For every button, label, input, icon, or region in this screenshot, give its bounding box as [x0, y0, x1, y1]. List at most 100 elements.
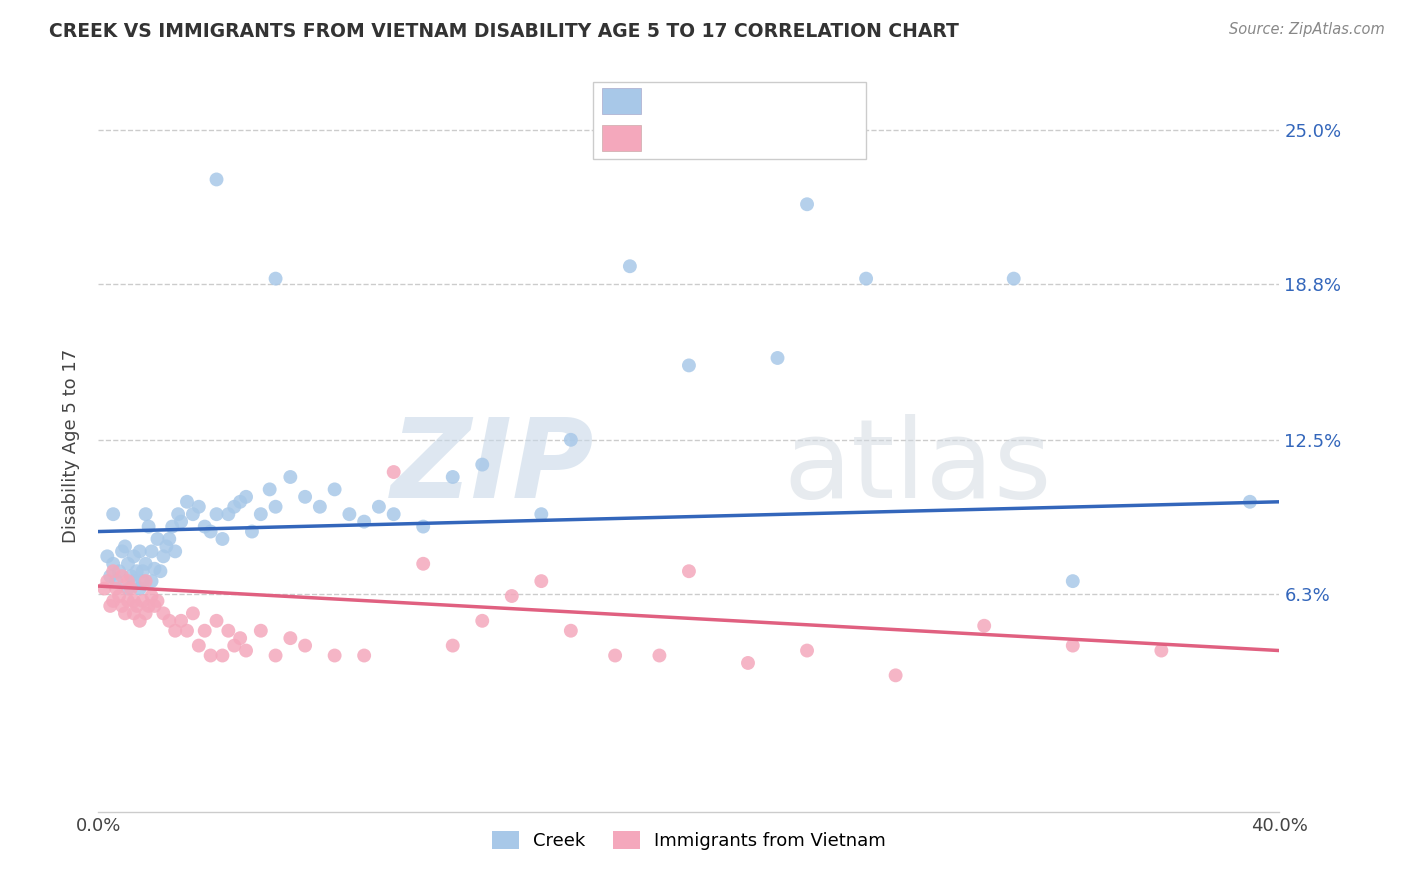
Point	[170, 515, 193, 529]
Point	[162, 519, 183, 533]
Point	[560, 433, 582, 447]
Point	[143, 599, 166, 613]
Point	[176, 624, 198, 638]
Point	[122, 594, 145, 608]
Point	[200, 524, 222, 539]
Point	[323, 648, 346, 663]
Point	[530, 574, 553, 588]
Point	[294, 639, 316, 653]
Y-axis label: Disability Age 5 to 17: Disability Age 5 to 17	[62, 349, 80, 543]
Point	[125, 599, 148, 613]
Point	[152, 607, 174, 621]
FancyBboxPatch shape	[593, 82, 866, 159]
Point	[146, 532, 169, 546]
Point	[152, 549, 174, 564]
Point	[132, 594, 155, 608]
Point	[382, 465, 405, 479]
Text: ZIP: ZIP	[391, 415, 595, 522]
Point	[217, 624, 239, 638]
Point	[157, 532, 180, 546]
Point	[250, 507, 273, 521]
Point	[796, 643, 818, 657]
Point	[103, 557, 125, 571]
Point	[884, 668, 907, 682]
Point	[205, 614, 228, 628]
Point	[141, 574, 163, 588]
Point	[264, 271, 287, 285]
Point	[111, 569, 134, 583]
Point	[149, 564, 172, 578]
Point	[120, 569, 142, 583]
Point	[111, 599, 134, 613]
Point	[114, 607, 136, 621]
Point	[229, 495, 252, 509]
Point	[678, 359, 700, 373]
Text: Source: ZipAtlas.com: Source: ZipAtlas.com	[1229, 22, 1385, 37]
Point	[229, 631, 252, 645]
Point	[181, 507, 204, 521]
Point	[560, 624, 582, 638]
Point	[128, 614, 150, 628]
Point	[165, 624, 187, 638]
Point	[280, 631, 302, 645]
Point	[264, 648, 287, 663]
Point	[264, 500, 287, 514]
Text: atlas: atlas	[783, 415, 1052, 522]
Point	[648, 648, 671, 663]
Point	[135, 607, 157, 621]
Point	[108, 589, 131, 603]
Point	[103, 594, 125, 608]
Point	[146, 594, 169, 608]
Point	[441, 470, 464, 484]
Point	[501, 589, 523, 603]
Point	[280, 470, 302, 484]
Point	[250, 624, 273, 638]
Point	[176, 495, 198, 509]
Point	[224, 500, 246, 514]
Point	[138, 519, 160, 533]
Point	[619, 259, 641, 273]
Point	[294, 490, 316, 504]
Point	[323, 483, 346, 497]
Point	[205, 172, 228, 186]
Point	[194, 519, 217, 533]
Point	[368, 500, 391, 514]
Point	[128, 582, 150, 596]
Point	[117, 557, 139, 571]
Point	[132, 574, 155, 588]
Point	[224, 639, 246, 653]
Point	[1239, 495, 1261, 509]
Point	[240, 524, 263, 539]
Point	[205, 507, 228, 521]
Point	[737, 656, 759, 670]
Point	[98, 569, 121, 583]
Point	[235, 643, 257, 657]
Point	[135, 507, 157, 521]
Point	[96, 549, 118, 564]
Point	[155, 540, 177, 554]
Point	[194, 624, 217, 638]
Point	[973, 619, 995, 633]
Point	[103, 507, 125, 521]
Point	[766, 351, 789, 365]
Point	[125, 564, 148, 578]
Point	[309, 500, 332, 514]
Point	[117, 582, 139, 596]
Point	[122, 574, 145, 588]
Point	[108, 564, 131, 578]
Point	[132, 564, 155, 578]
Legend: Creek, Immigrants from Vietnam: Creek, Immigrants from Vietnam	[485, 823, 893, 857]
Point	[1062, 639, 1084, 653]
FancyBboxPatch shape	[602, 125, 641, 151]
Point	[138, 599, 160, 613]
Text: CREEK VS IMMIGRANTS FROM VIETNAM DISABILITY AGE 5 TO 17 CORRELATION CHART: CREEK VS IMMIGRANTS FROM VIETNAM DISABIL…	[49, 22, 959, 41]
Point	[117, 574, 139, 588]
Point	[141, 589, 163, 603]
Point	[211, 648, 233, 663]
Point	[122, 549, 145, 564]
Point	[111, 544, 134, 558]
Point	[1002, 271, 1025, 285]
Point	[441, 639, 464, 653]
Point	[353, 515, 375, 529]
Point	[165, 544, 187, 558]
